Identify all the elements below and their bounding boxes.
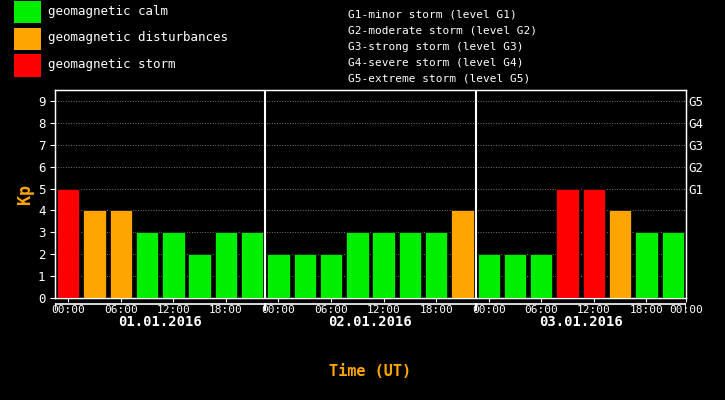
Bar — [241, 232, 263, 298]
Text: geomagnetic disturbances: geomagnetic disturbances — [48, 32, 228, 44]
Bar — [556, 188, 579, 298]
Bar — [294, 254, 316, 298]
Bar — [14, 28, 41, 50]
Bar — [399, 232, 421, 298]
Text: G1-minor storm (level G1): G1-minor storm (level G1) — [348, 10, 517, 20]
Text: G3-strong storm (level G3): G3-strong storm (level G3) — [348, 42, 523, 52]
Text: 01.01.2016: 01.01.2016 — [118, 315, 202, 329]
Bar — [268, 254, 290, 298]
Bar — [83, 210, 106, 298]
Bar — [320, 254, 342, 298]
Bar — [635, 232, 658, 298]
Bar — [478, 254, 500, 298]
Y-axis label: Kp: Kp — [16, 184, 33, 204]
Bar — [609, 210, 631, 298]
Text: G4-severe storm (level G4): G4-severe storm (level G4) — [348, 58, 523, 68]
Bar — [346, 232, 368, 298]
Text: Time (UT): Time (UT) — [329, 364, 412, 380]
Bar — [57, 188, 80, 298]
Bar — [188, 254, 211, 298]
Text: 03.01.2016: 03.01.2016 — [539, 315, 623, 329]
Bar — [661, 232, 684, 298]
Text: G2-moderate storm (level G2): G2-moderate storm (level G2) — [348, 26, 537, 36]
Text: 02.01.2016: 02.01.2016 — [328, 315, 413, 329]
Bar — [504, 254, 526, 298]
Bar — [14, 1, 41, 23]
Bar — [215, 232, 237, 298]
Bar — [451, 210, 473, 298]
Bar — [162, 232, 185, 298]
Bar — [530, 254, 552, 298]
Bar — [109, 210, 132, 298]
Bar — [583, 188, 605, 298]
Bar — [136, 232, 158, 298]
Bar — [425, 232, 447, 298]
Text: geomagnetic calm: geomagnetic calm — [48, 5, 167, 18]
Text: G5-extreme storm (level G5): G5-extreme storm (level G5) — [348, 74, 531, 84]
Bar — [373, 232, 395, 298]
Text: geomagnetic storm: geomagnetic storm — [48, 58, 175, 71]
Bar — [14, 54, 41, 77]
